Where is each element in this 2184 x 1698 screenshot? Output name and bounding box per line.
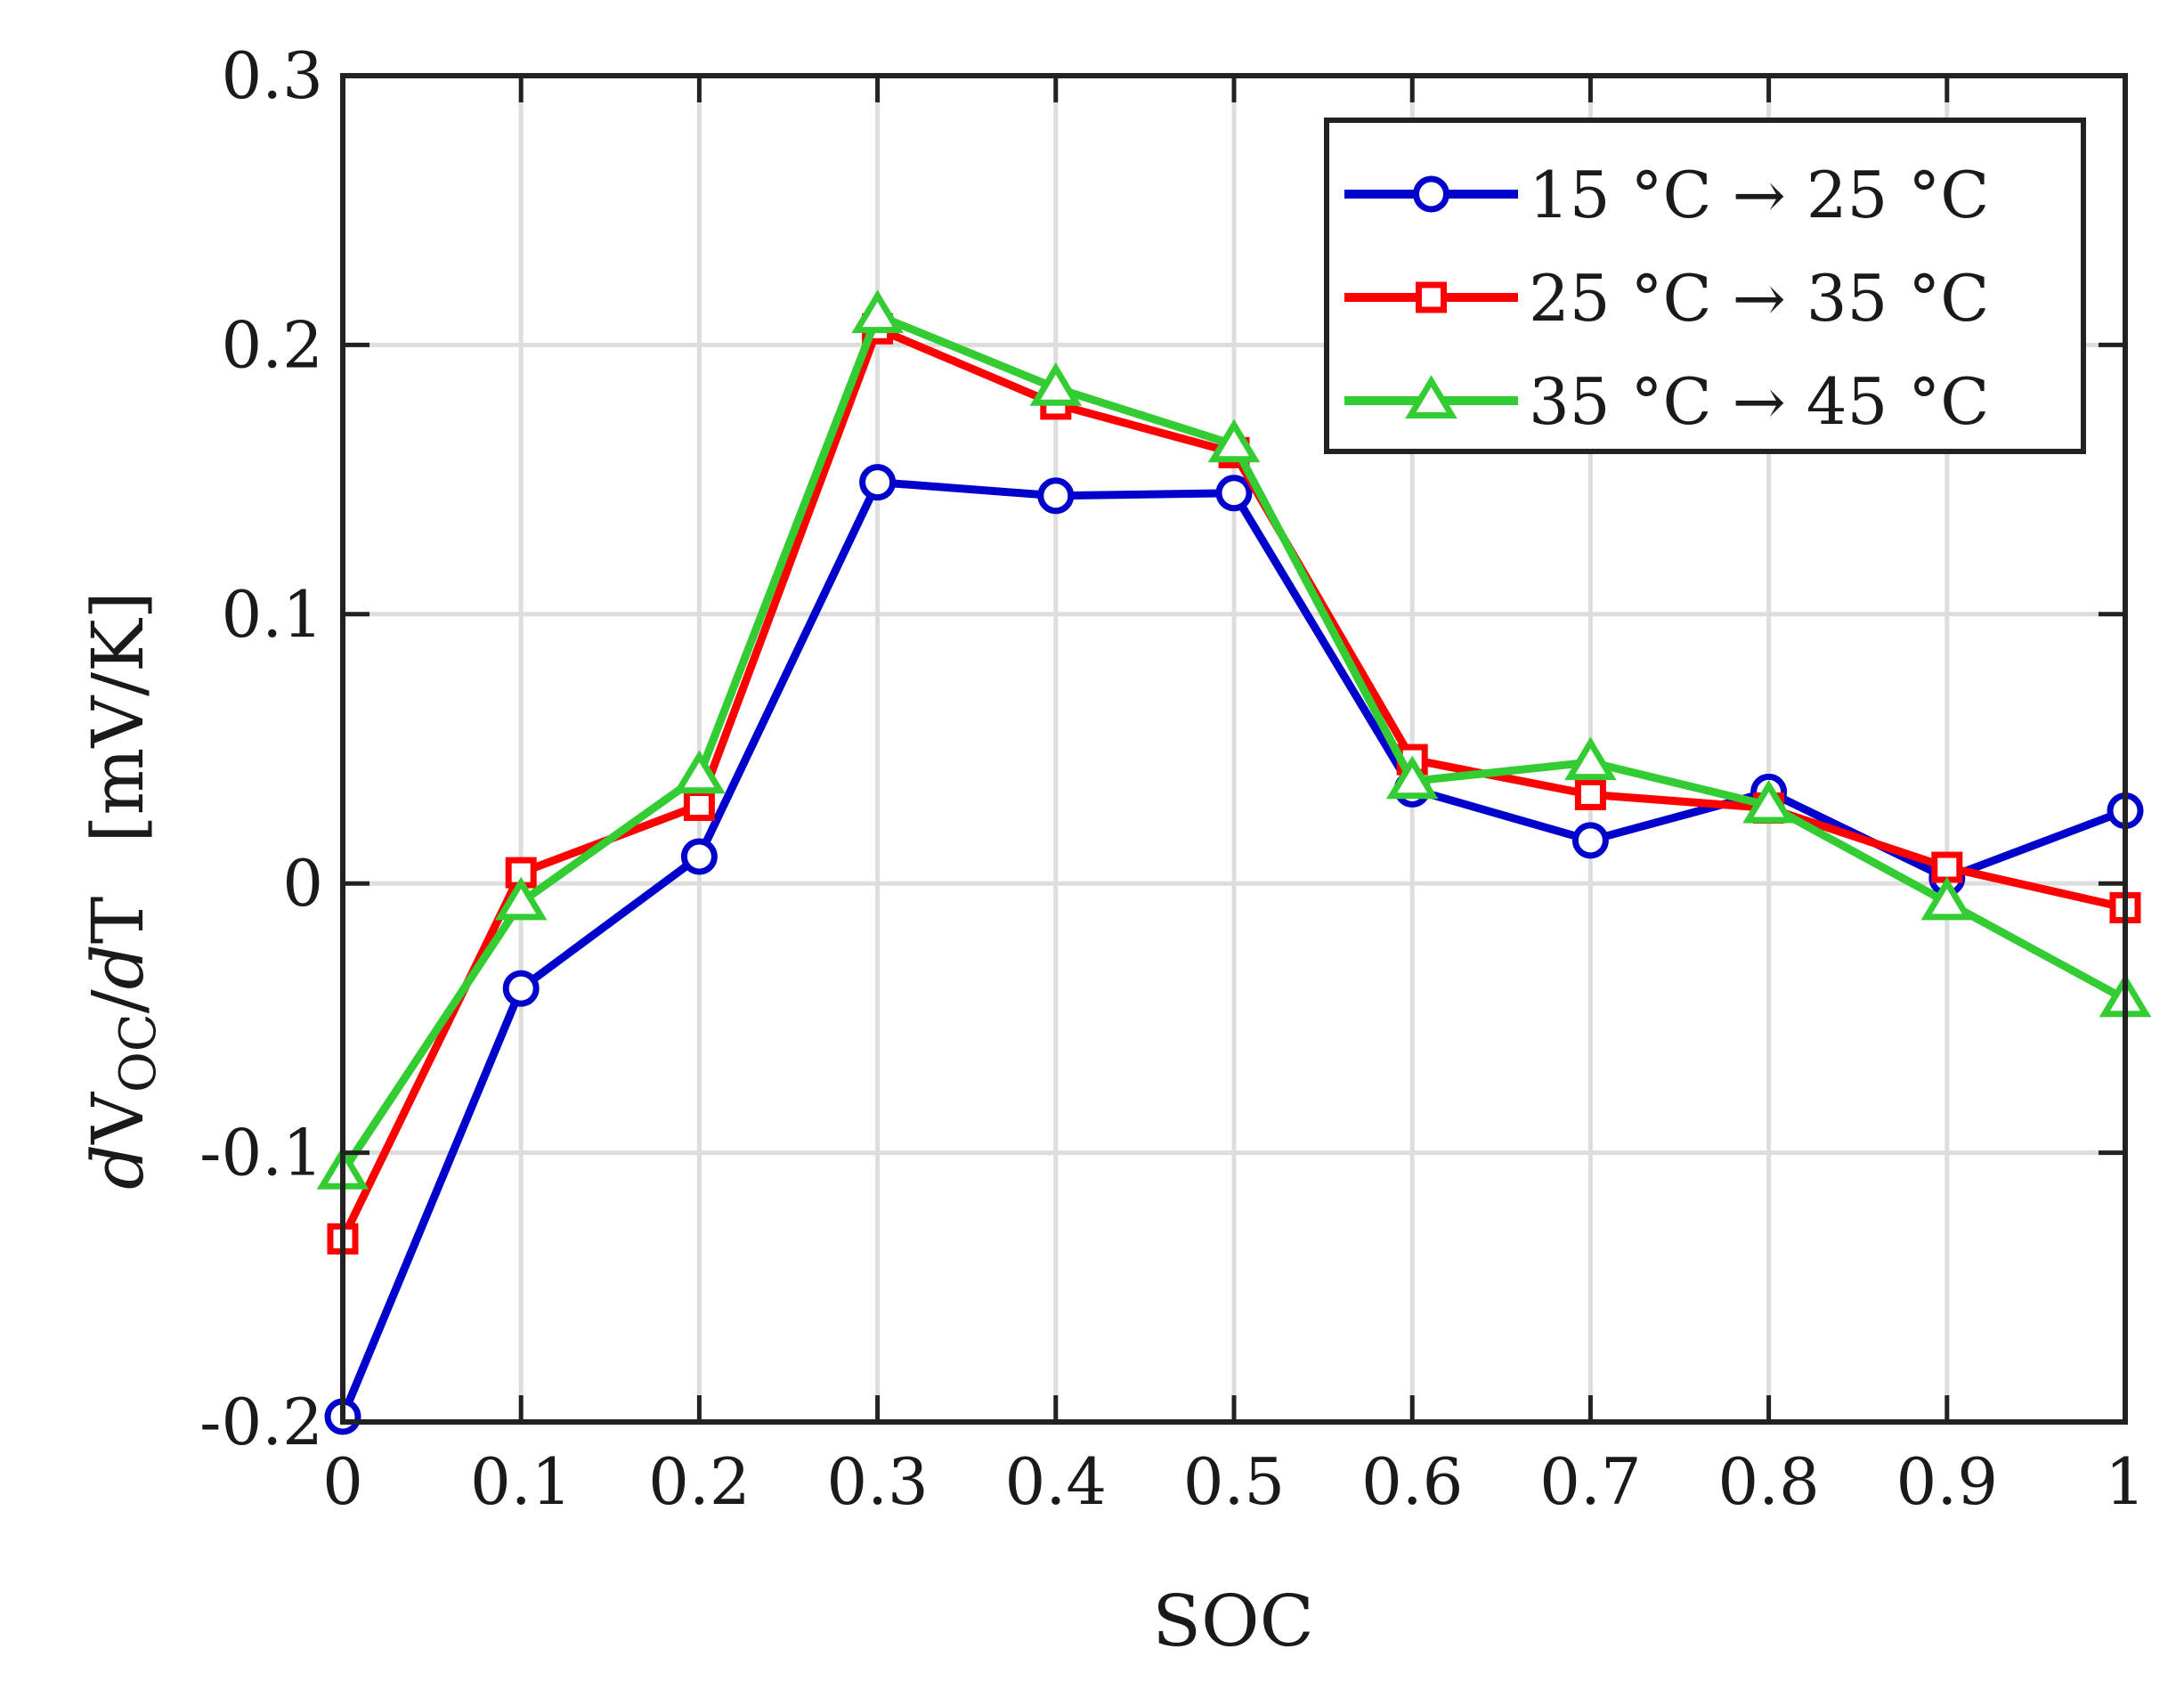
data-point [683, 790, 715, 822]
data-point [1029, 362, 1083, 406]
data-point [1571, 822, 1609, 859]
x-tick-label: 0.4 [1005, 1444, 1108, 1519]
data-point [1207, 418, 1261, 463]
x-tick-label: 1 [2105, 1444, 2146, 1519]
legend-item-3: 35 °C → 45 °C [1344, 364, 1989, 439]
x-tick-label: 0.7 [1539, 1444, 1642, 1519]
data-point [680, 838, 718, 875]
legend-label: 15 °C → 25 °C [1529, 158, 1989, 232]
y-label-sub: OC [110, 1013, 167, 1093]
y-label-d2: d [77, 944, 159, 989]
legend-marker [1405, 375, 1457, 418]
legend-item-1: 15 °C → 25 °C [1344, 158, 1989, 232]
y-label-t: T [77, 897, 159, 944]
legend-marker [1416, 281, 1447, 313]
data-point [673, 750, 726, 794]
data-point [502, 970, 540, 1007]
legend-item-2: 25 °C → 35 °C [1344, 261, 1989, 336]
x-tick-label: 0.8 [1717, 1444, 1820, 1519]
x-tick-label: 0.2 [648, 1444, 751, 1519]
legend-label: 25 °C → 35 °C [1529, 261, 1989, 336]
x-tick-label: 0.9 [1896, 1444, 1999, 1519]
data-point [1574, 778, 1606, 810]
y-tick-label: 0.2 [221, 307, 323, 382]
x-tick-label: 0.3 [826, 1444, 929, 1519]
data-point [1564, 736, 1617, 781]
y-tick-label: 0.3 [221, 38, 323, 113]
y-label-unit: [mV/K] [77, 591, 159, 843]
data-point [1920, 876, 1974, 921]
legend-label: 35 °C → 45 °C [1529, 364, 1989, 439]
data-point [1931, 851, 1963, 883]
y-tick-label: 0.1 [221, 577, 323, 652]
legend-marker [1413, 175, 1449, 213]
data-point [859, 464, 897, 501]
data-point [1385, 755, 1439, 800]
y-tick-label: -0.2 [199, 1385, 323, 1459]
data-point [1742, 779, 1795, 824]
y-label-var: V [77, 1092, 159, 1145]
data-point [1037, 477, 1075, 515]
series-layer [316, 289, 2152, 1435]
y-axis-label: dVOC/dT[mV/K] [77, 591, 167, 1190]
axis-ticks [340, 73, 2128, 1425]
series-3 [316, 289, 2152, 1190]
legend: 15 °C → 25 °C 25 °C → 35 °C 35 °C → 45 °C [1324, 118, 2086, 454]
x-tick-label: 0 [322, 1444, 363, 1519]
y-tick-label: -0.1 [199, 1116, 323, 1190]
x-axis-label: SOC [1152, 1580, 1314, 1662]
tick-labels: 0 0.1 0.2 0.3 0.4 0.5 0.6 0.7 0.8 0.9 1 -0.2 -0.1 0 0.… [199, 38, 2146, 1519]
y-label-d: d [77, 1144, 159, 1190]
data-point [494, 876, 548, 921]
y-tick-label: 0 [282, 846, 323, 921]
y-label-slash: / [77, 989, 159, 1013]
data-point [1215, 475, 1253, 512]
x-tick-label: 0.1 [470, 1444, 572, 1519]
x-tick-label: 0.5 [1183, 1444, 1286, 1519]
data-point [851, 289, 904, 334]
x-tick-label: 0.6 [1361, 1444, 1464, 1519]
